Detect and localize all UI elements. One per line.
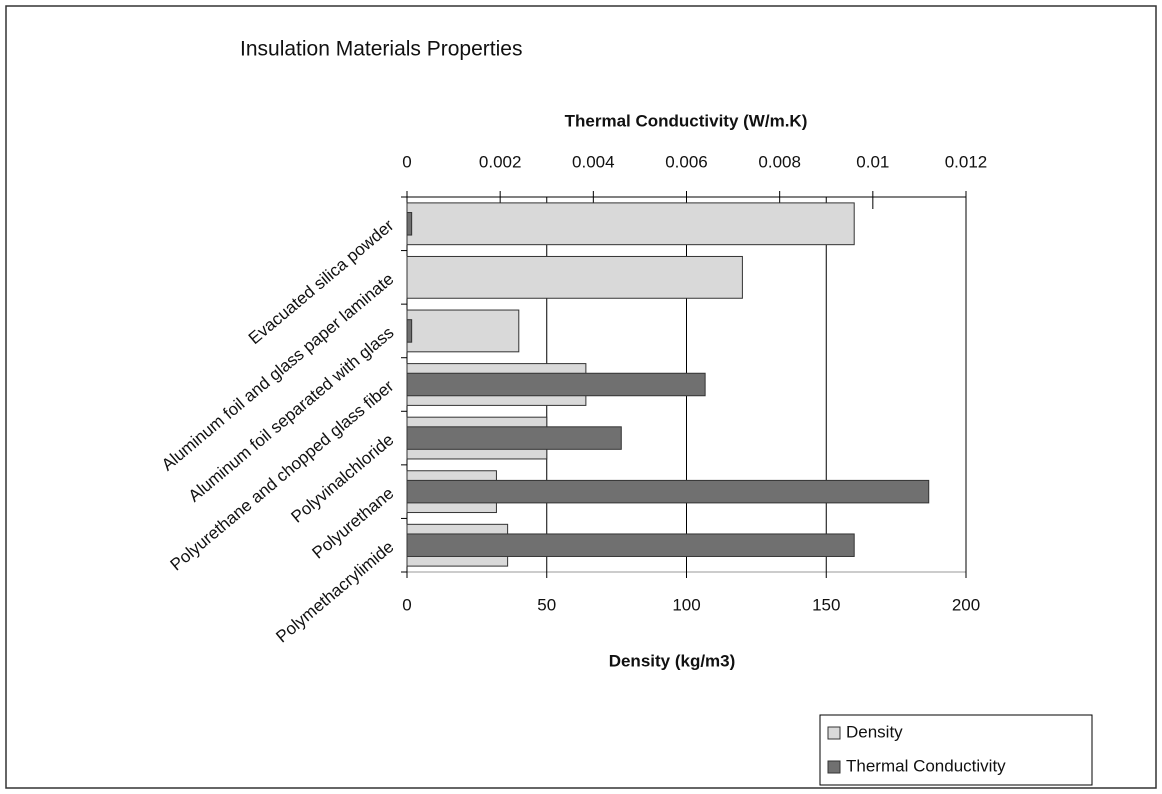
x-tick-label: 100 bbox=[672, 595, 700, 614]
legend-swatch bbox=[827, 760, 841, 774]
x2-tick-label: 0.01 bbox=[856, 152, 889, 171]
legend-box bbox=[819, 714, 1093, 786]
bar bbox=[406, 309, 520, 353]
bar bbox=[406, 255, 743, 299]
bar bbox=[406, 426, 622, 450]
bar bbox=[406, 533, 855, 557]
legend-label: Thermal Conductivity bbox=[846, 756, 1006, 775]
legend-label: Density bbox=[846, 722, 903, 741]
x2-axis-title: Thermal Conductivity (W/m.K) bbox=[565, 111, 808, 130]
bar bbox=[406, 212, 413, 236]
x2-tick-label: 0 bbox=[402, 152, 411, 171]
x-tick-label: 0 bbox=[402, 595, 411, 614]
bar bbox=[406, 372, 706, 397]
x-tick-label: 50 bbox=[537, 595, 556, 614]
bar bbox=[406, 479, 930, 504]
x2-tick-label: 0.002 bbox=[479, 152, 522, 171]
x-tick-label: 150 bbox=[812, 595, 840, 614]
chart-title: Insulation Materials Properties bbox=[240, 38, 522, 61]
x2-tick-label: 0.012 bbox=[945, 152, 988, 171]
x2-tick-label: 0.004 bbox=[572, 152, 615, 171]
bar bbox=[406, 202, 855, 246]
x2-tick-label: 0.008 bbox=[758, 152, 801, 171]
legend-swatch bbox=[827, 726, 841, 740]
bar bbox=[406, 319, 413, 343]
x-tick-label: 200 bbox=[952, 595, 980, 614]
x2-tick-label: 0.006 bbox=[665, 152, 708, 171]
x-axis-title: Density (kg/m3) bbox=[609, 651, 736, 670]
